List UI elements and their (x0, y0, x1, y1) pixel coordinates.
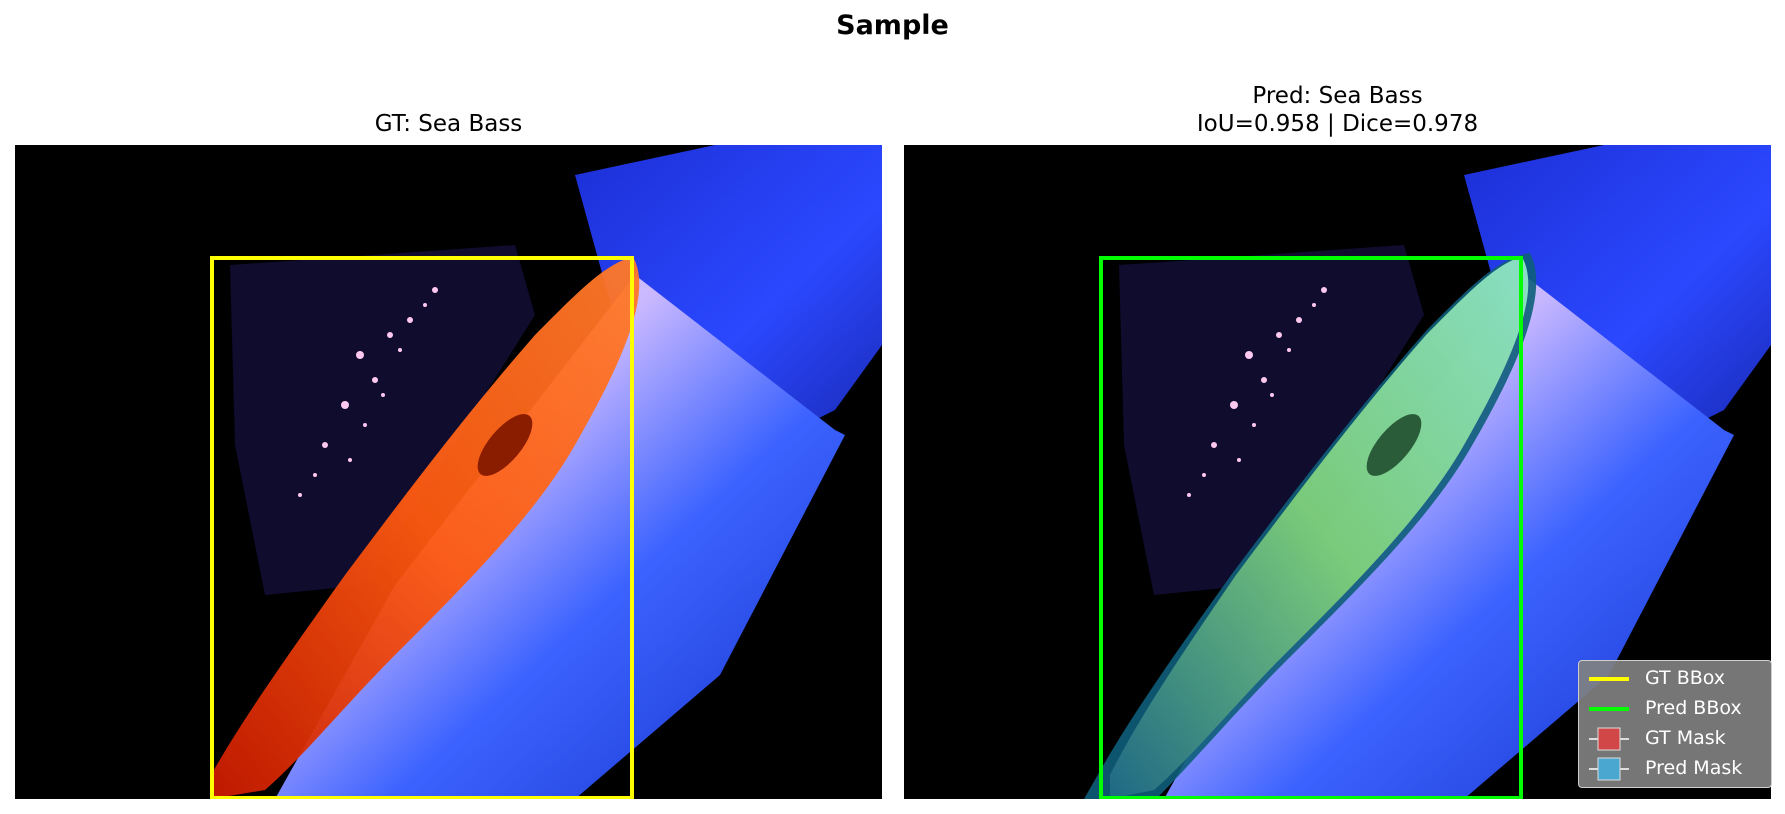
gt-title-line2: GT: Sea Bass (374, 111, 523, 137)
legend-item-gt-mask: GT Mask (1579, 725, 1773, 753)
pred-board-upper (1464, 145, 1771, 430)
gt-board-lower (275, 275, 845, 799)
legend-item-pred-mask: Pred Mask (1579, 755, 1773, 783)
pred-fish-mask (1110, 257, 1529, 799)
gt-title-line1 (15, 82, 882, 110)
legend-label: Pred Mask (1645, 757, 1743, 779)
legend: GT BBox Pred BBox GT Mask Pred Mask (1578, 660, 1772, 788)
legend-item-gt-bbox: GT BBox (1579, 665, 1773, 693)
legend-item-pred-bbox: Pred BBox (1579, 695, 1773, 723)
gt-bbox (210, 256, 634, 799)
pred-panel-title: Pred: Sea Bass IoU=0.958 | Dice=0.978 (904, 82, 1771, 138)
figure-title: Sample (836, 10, 949, 41)
pred-mask-swatch (1589, 757, 1629, 781)
pred-title-line2: IoU=0.958 | Dice=0.978 (1196, 111, 1479, 137)
legend-label: Pred BBox (1645, 697, 1742, 719)
pred-dark-texture (1119, 245, 1424, 595)
gt-mask-swatch (1589, 727, 1629, 751)
gt-image-panel (15, 145, 882, 799)
pred-bbox (1099, 256, 1523, 799)
gt-scene (15, 145, 882, 799)
pred-fish-fin (1366, 414, 1422, 476)
pred-bbox-swatch (1589, 707, 1629, 711)
gt-sparkles (298, 287, 438, 497)
legend-label: GT BBox (1645, 667, 1726, 689)
legend-label: GT Mask (1645, 727, 1726, 749)
gt-board-upper (575, 145, 882, 430)
gt-bbox-swatch (1589, 677, 1629, 681)
gt-panel-title: GT: Sea Bass (15, 82, 882, 138)
pred-title-line1: Pred: Sea Bass (1252, 83, 1423, 109)
gt-fish-mask (211, 257, 640, 799)
gt-dark-texture (230, 245, 535, 595)
gt-fish-fin (477, 414, 533, 476)
pred-sparkles (1187, 287, 1327, 497)
